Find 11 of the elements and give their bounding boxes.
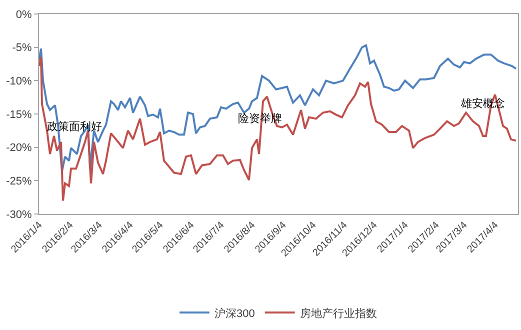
legend-label: 房地产行业指数 [300,306,377,320]
y-tick-label: -20% [6,142,32,154]
y-tick-label: 0% [16,8,32,21]
y-tick-label: -5% [12,42,32,54]
y-tick-label: -25% [6,176,32,188]
y-tick-label: -30% [6,208,32,221]
y-tick-label: -10% [6,76,32,88]
line-series [39,44,517,172]
legend-label: 沪深300 [214,306,255,320]
line-series [39,56,517,202]
y-tick-label: -15% [6,108,32,121]
